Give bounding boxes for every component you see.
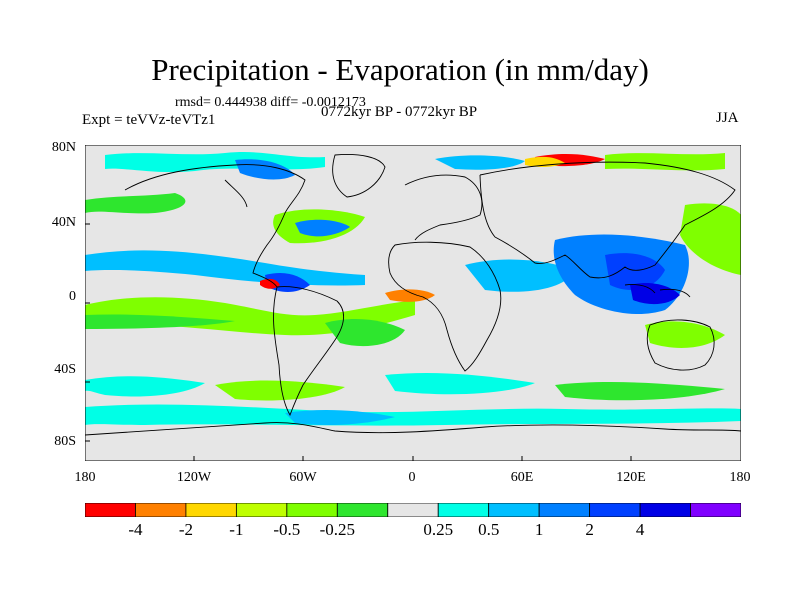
colorbar-swatch — [135, 503, 187, 517]
season-label: JJA — [716, 110, 739, 126]
colorbar-swatch — [235, 503, 288, 517]
colorbar — [85, 503, 741, 517]
coastline — [659, 288, 691, 298]
lat-label: 40N — [51, 215, 76, 230]
coastline — [85, 422, 741, 436]
colorbar-swatch — [589, 503, 641, 517]
coastline — [224, 179, 248, 208]
lon-label: 120E — [616, 470, 646, 485]
stats-text: rmsd= 0.444938 diff= -0.0012173 — [175, 95, 366, 110]
colorbar-swatch — [185, 503, 237, 517]
lon-label: 0 — [408, 470, 416, 485]
lon-label: 60W — [289, 470, 317, 485]
coastline — [479, 161, 736, 279]
coastline-layer — [85, 154, 741, 436]
lon-label: 180 — [729, 470, 751, 485]
lon-label: 180 — [74, 470, 96, 485]
field-patch — [605, 153, 725, 171]
coastline — [273, 286, 344, 417]
colorbar-label: -1 — [229, 520, 244, 539]
field-patch — [85, 193, 186, 214]
colorbar-label: 0.25 — [423, 520, 454, 539]
colorbar-swatch — [85, 503, 136, 517]
lat-label: 80S — [54, 434, 76, 449]
field-patch — [680, 203, 741, 275]
colorbar-swatch — [437, 503, 490, 517]
field-patch — [215, 380, 345, 401]
field-patch — [465, 259, 575, 292]
colorbar-label: -0.25 — [319, 520, 355, 539]
coastline — [624, 284, 656, 294]
colorbar-label: 1 — [534, 520, 544, 539]
coastline — [388, 241, 502, 372]
period-label: 0772kyr BP - 0772kyr BP — [321, 104, 478, 120]
colorbar-label: -0.5 — [273, 520, 301, 539]
coastline — [332, 154, 386, 198]
field-patch — [85, 314, 235, 329]
colorbar-swatch — [336, 503, 389, 517]
colorbar-label: -2 — [178, 520, 193, 539]
colorbar-label: 0.5 — [478, 520, 500, 539]
colorbar-label: 4 — [635, 520, 645, 539]
coastline — [646, 319, 715, 371]
plot-title: Precipitation - Evaporation (in mm/day) — [151, 52, 649, 87]
field-patch — [645, 321, 725, 348]
lat-label: 80N — [51, 140, 76, 155]
experiment-label: Expt = teVVz-teVTz1 — [82, 112, 216, 128]
field-patch — [260, 278, 280, 289]
colorbar-swatch — [387, 503, 439, 517]
field-patch — [385, 289, 435, 302]
field-patch — [325, 319, 405, 347]
lon-label: 120W — [176, 470, 212, 485]
field-patch — [295, 219, 350, 237]
field-patch — [85, 376, 205, 397]
field-patch — [605, 253, 665, 290]
lat-label: 40S — [54, 362, 76, 377]
field-patch — [385, 372, 535, 395]
field-patch — [85, 404, 741, 426]
colorbar-swatch — [639, 503, 691, 517]
field-patch — [435, 155, 525, 170]
axis-ticks — [85, 145, 632, 461]
coastline — [404, 174, 483, 241]
world-map — [85, 145, 741, 461]
coastline — [124, 164, 306, 288]
field-patch — [630, 283, 680, 305]
colorbar-label: -4 — [128, 520, 143, 539]
colorbar-swatch — [286, 503, 338, 517]
field-patch — [285, 410, 395, 425]
field-patch — [555, 382, 725, 401]
lat-label: 0 — [69, 289, 76, 304]
colorbar-label: 2 — [585, 520, 594, 539]
colorbar-swatch — [690, 503, 741, 517]
colorbar-swatch — [538, 503, 591, 517]
colorbar-swatch — [488, 503, 540, 517]
lon-label: 60E — [510, 470, 534, 485]
